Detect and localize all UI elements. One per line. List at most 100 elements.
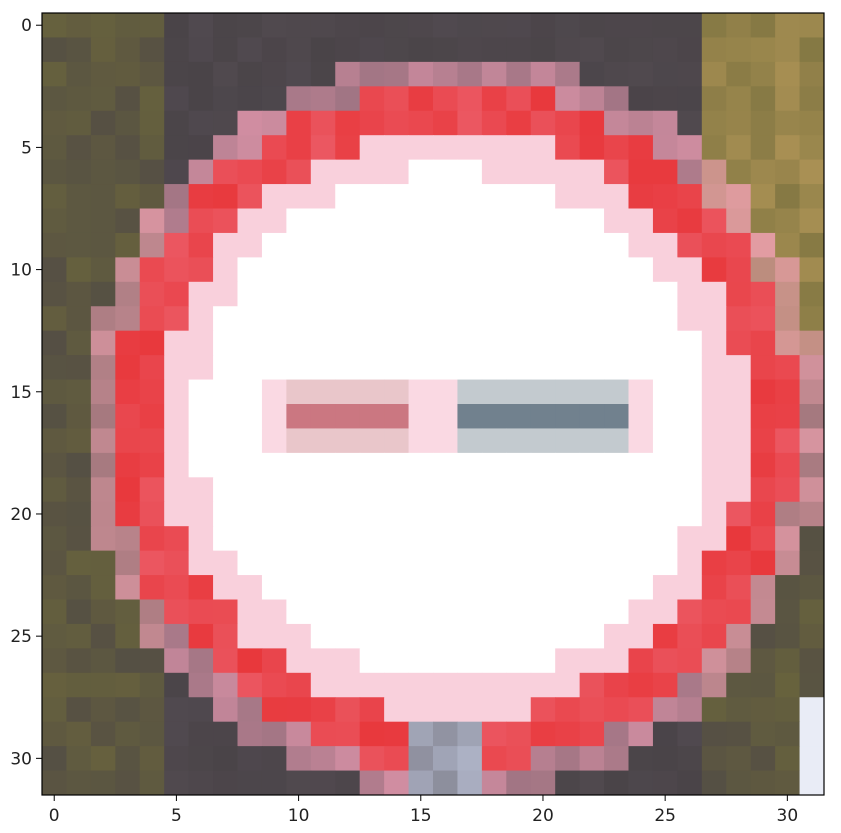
pixel [311, 624, 336, 649]
pixel [555, 722, 580, 747]
pixel [482, 233, 507, 258]
pixel [506, 673, 531, 698]
pixel [629, 502, 654, 527]
pixel [91, 771, 116, 796]
pixel [311, 37, 336, 62]
pixel [409, 13, 434, 38]
pixel [751, 722, 776, 747]
pixel [433, 257, 458, 282]
pixel [91, 13, 116, 38]
pixel [384, 673, 409, 698]
pixel [604, 209, 629, 234]
pixel [433, 526, 458, 551]
pixel [360, 306, 385, 331]
pixel [555, 13, 580, 38]
pixel [726, 673, 751, 698]
pixel [653, 380, 678, 405]
pixel [775, 404, 800, 429]
pixel [677, 453, 702, 478]
pixel [409, 624, 434, 649]
pixel [360, 477, 385, 502]
pixel [677, 135, 702, 160]
pixel [506, 160, 531, 185]
pixel [604, 624, 629, 649]
pixel [262, 428, 287, 453]
pixel [531, 648, 556, 673]
pixel [800, 477, 825, 502]
pixel [140, 502, 165, 527]
pixel [531, 673, 556, 698]
pixel [311, 86, 336, 111]
pixel [677, 722, 702, 747]
pixel [115, 624, 140, 649]
pixel [384, 380, 409, 405]
pixel [42, 697, 67, 722]
pixel [286, 404, 311, 429]
pixel [482, 184, 507, 209]
pixel [91, 746, 116, 771]
pixel [482, 160, 507, 185]
pixel [726, 453, 751, 478]
pixel [506, 111, 531, 136]
pixel [629, 600, 654, 625]
pixel [42, 600, 67, 625]
pixel [702, 380, 727, 405]
pixel [702, 648, 727, 673]
pixel [409, 135, 434, 160]
pixel [482, 771, 507, 796]
pixel [66, 746, 91, 771]
pixel [482, 648, 507, 673]
pixel [262, 282, 287, 307]
pixel [457, 380, 482, 405]
pixel [604, 282, 629, 307]
pixel [262, 111, 287, 136]
pixel [555, 575, 580, 600]
pixel [409, 37, 434, 62]
pixel [213, 771, 238, 796]
pixel [433, 600, 458, 625]
pixel [702, 771, 727, 796]
pixel [213, 746, 238, 771]
pixel [115, 13, 140, 38]
pixel [726, 746, 751, 771]
pixel [555, 111, 580, 136]
pixel [677, 13, 702, 38]
pixel [482, 306, 507, 331]
pixel [482, 502, 507, 527]
pixel [726, 477, 751, 502]
pixel [604, 404, 629, 429]
pixel [702, 502, 727, 527]
pixel [238, 697, 263, 722]
pixel [653, 306, 678, 331]
pixel [482, 62, 507, 87]
pixel [384, 233, 409, 258]
pixel [800, 160, 825, 185]
pixel [702, 111, 727, 136]
pixel [262, 722, 287, 747]
pixel [409, 160, 434, 185]
pixel [506, 233, 531, 258]
pixel [580, 526, 605, 551]
pixel [457, 331, 482, 356]
pixel [189, 160, 214, 185]
pixel [580, 13, 605, 38]
pixel [531, 331, 556, 356]
pixel [311, 135, 336, 160]
pixel [384, 404, 409, 429]
pixel [677, 233, 702, 258]
pixel [775, 502, 800, 527]
pixel [189, 380, 214, 405]
pixel [42, 575, 67, 600]
pixel [360, 380, 385, 405]
pixel [189, 477, 214, 502]
pixel [653, 331, 678, 356]
pixel [286, 331, 311, 356]
pixel [555, 697, 580, 722]
pixel [506, 477, 531, 502]
pixel [262, 746, 287, 771]
pixel [555, 233, 580, 258]
pixel [384, 722, 409, 747]
pixel [629, 428, 654, 453]
pixel [335, 453, 360, 478]
pixel [311, 160, 336, 185]
